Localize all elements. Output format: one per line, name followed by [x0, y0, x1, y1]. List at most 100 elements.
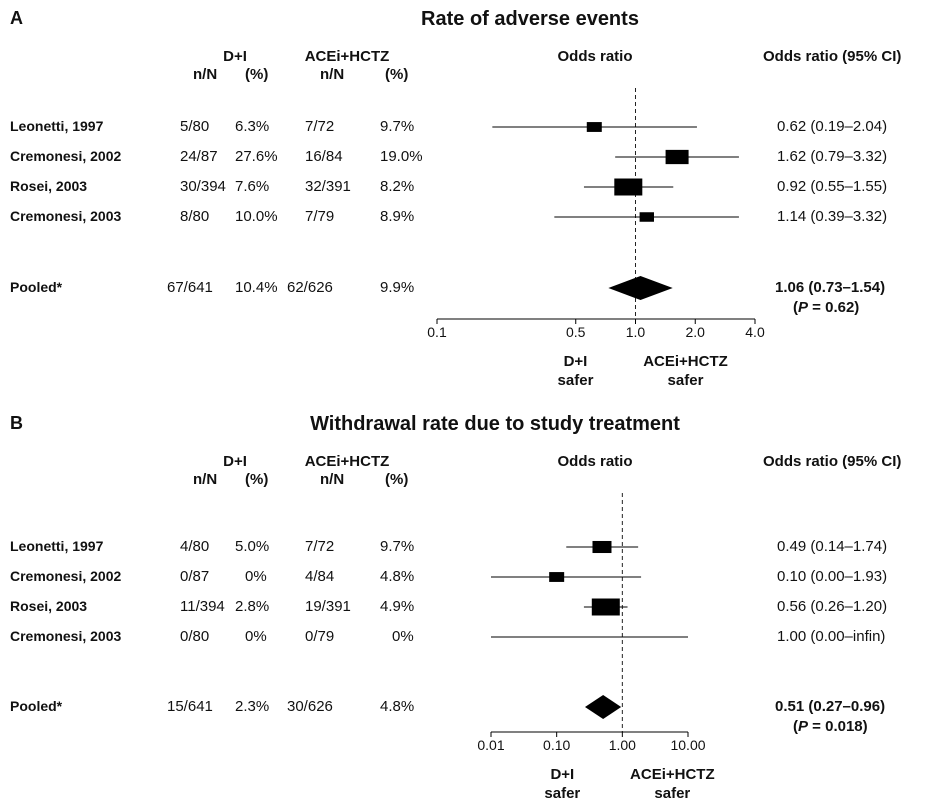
d-i-events: 0/80	[180, 628, 210, 645]
study-name: Cremonesi, 2002	[10, 148, 122, 164]
d-i-events: 0/87	[180, 568, 210, 585]
acei-events: 7/72	[305, 538, 335, 555]
x-tick-label: 0.01	[477, 737, 505, 753]
pooled-label: Pooled*	[10, 698, 63, 714]
point-estimate-box	[591, 598, 620, 616]
panel-letter: A	[10, 8, 23, 28]
odds-ratio-plot-header: Odds ratio	[557, 453, 633, 470]
acei-events: 32/391	[305, 178, 351, 195]
pooled-ci-text: 1.06 (0.73–1.54)	[775, 279, 886, 296]
study-ci-text: 1.14 (0.39–3.32)	[777, 208, 888, 225]
p-symbol: P	[798, 299, 809, 316]
d-i-percent: 7.6%	[235, 178, 270, 195]
favors-right-word: safer	[654, 785, 691, 802]
favors-right-group: ACEi+HCTZ	[630, 766, 715, 783]
d-i-events: 8/80	[180, 208, 210, 225]
study-ci-text: 1.00 (0.00–infin)	[777, 628, 886, 645]
study-ci-text: 1.62 (0.79–3.32)	[777, 148, 888, 165]
pooled-ci-text: 0.51 (0.27–0.96)	[775, 698, 886, 715]
point-estimate-box	[549, 572, 565, 582]
point-estimate-box	[586, 122, 602, 132]
study-ci-text: 0.49 (0.14–1.74)	[777, 538, 888, 555]
odds-ratio-plot-header: Odds ratio	[557, 48, 633, 65]
group1-n-header: n/N	[193, 471, 218, 488]
x-tick-label: 1.00	[608, 737, 636, 753]
study-ci-text: 0.62 (0.19–2.04)	[777, 118, 888, 135]
x-tick-label: 0.1	[427, 324, 447, 340]
d-i-events: 24/87	[180, 148, 218, 165]
d-i-percent: 0%	[245, 628, 267, 645]
study-ci-text: 0.56 (0.26–1.20)	[777, 598, 888, 615]
acei-events: 4/84	[305, 568, 335, 585]
group1-pct-header: (%)	[245, 471, 269, 488]
favors-left-group: D+I	[563, 353, 588, 370]
acei-events: 7/79	[305, 208, 335, 225]
acei-events: 19/391	[305, 598, 351, 615]
favors-left-word: safer	[544, 785, 581, 802]
acei-percent: 0%	[392, 628, 414, 645]
acei-percent: 4.8%	[380, 568, 415, 585]
chart-title: Withdrawal rate due to study treatment	[310, 413, 680, 435]
forest-panel-b: B Withdrawal rate due to study treatment D…	[0, 405, 935, 810]
acei-events: 7/72	[305, 118, 335, 135]
d-i-events: 4/80	[180, 538, 210, 555]
x-tick-label: 0.10	[543, 737, 571, 753]
favors-left-word: safer	[557, 372, 594, 389]
group1-header: D+I	[223, 48, 247, 65]
study-ci-text: 0.10 (0.00–1.93)	[777, 568, 888, 585]
favors-left-label: D+I safer	[540, 352, 610, 390]
d-i-events: 67/641	[167, 279, 213, 296]
favors-right-word: safer	[667, 372, 704, 389]
favors-right-label: ACEi+HCTZ safer	[630, 352, 740, 390]
group2-n-header: n/N	[320, 471, 345, 488]
x-tick-label: 1.0	[625, 324, 646, 340]
d-i-events: 30/394	[180, 178, 226, 195]
study-name: Cremonesi, 2003	[10, 208, 122, 224]
study-name: Cremonesi, 2002	[10, 568, 122, 584]
favors-left-label: D+I safer	[527, 765, 597, 803]
x-tick-label: 10.00	[670, 737, 706, 753]
p-open: (	[793, 299, 798, 316]
pooled-diamond	[584, 695, 622, 719]
acei-percent: 8.9%	[380, 208, 415, 225]
favors-right-group: ACEi+HCTZ	[643, 353, 728, 370]
study-name: Rosei, 2003	[10, 598, 88, 614]
point-estimate-box	[639, 212, 654, 222]
acei-percent: 9.7%	[380, 538, 415, 555]
d-i-percent: 0%	[245, 568, 267, 585]
forest-plot-svg	[490, 493, 689, 737]
p-symbol: P	[798, 718, 809, 735]
d-i-events: 5/80	[180, 118, 210, 135]
d-i-percent: 2.3%	[235, 698, 270, 715]
study-name: Cremonesi, 2003	[10, 628, 122, 644]
acei-events: 16/84	[305, 148, 343, 165]
panel-letter: B	[10, 413, 23, 433]
study-name: Rosei, 2003	[10, 178, 88, 194]
group2-header: ACEi+HCTZ	[304, 453, 390, 470]
odds-ratio-ci-header: Odds ratio (95% CI)	[763, 48, 902, 65]
favors-right-label: ACEi+HCTZ safer	[617, 765, 727, 803]
group1-header: D+I	[223, 453, 247, 470]
pooled-diamond	[608, 276, 673, 300]
p-value: = 0.62)	[808, 299, 860, 316]
acei-percent: 19.0%	[380, 148, 423, 165]
forest-plot-svg	[436, 88, 756, 324]
d-i-events: 15/641	[167, 698, 213, 715]
acei-events: 62/626	[287, 279, 333, 296]
acei-events: 0/79	[305, 628, 335, 645]
favors-left-group: D+I	[550, 766, 575, 783]
group1-pct-header: (%)	[245, 66, 269, 83]
point-estimate-box	[665, 149, 689, 165]
point-estimate-box	[614, 178, 643, 196]
acei-percent: 4.8%	[380, 698, 415, 715]
group1-n-header: n/N	[193, 66, 218, 83]
group2-n-header: n/N	[320, 66, 345, 83]
pooled-label: Pooled*	[10, 279, 63, 295]
d-i-percent: 10.0%	[235, 208, 278, 225]
d-i-percent: 5.0%	[235, 538, 270, 555]
study-name: Leonetti, 1997	[10, 538, 104, 554]
group2-pct-header: (%)	[385, 471, 409, 488]
odds-ratio-ci-header: Odds ratio (95% CI)	[763, 453, 902, 470]
acei-percent: 9.9%	[380, 279, 415, 296]
point-estimate-box	[592, 540, 612, 554]
